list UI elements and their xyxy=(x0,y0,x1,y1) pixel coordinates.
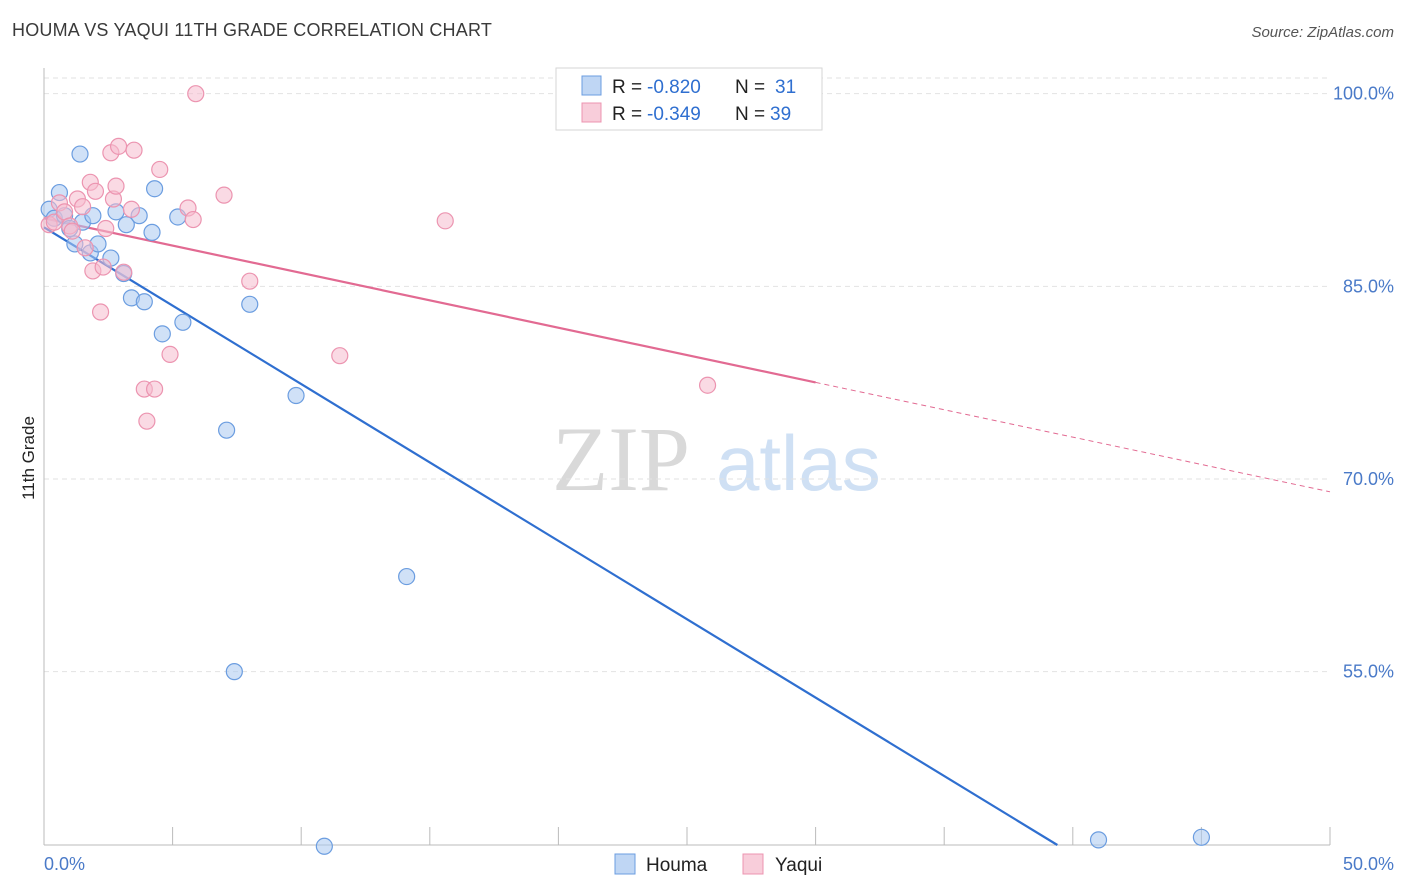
trend-lines xyxy=(43,217,1331,846)
yaqui-r-value: -0.349 xyxy=(647,104,701,125)
houma-point-28 xyxy=(398,567,416,586)
houma-n-label: N = xyxy=(735,77,765,98)
yaqui-point-12 xyxy=(91,303,110,321)
yaqui-point-29 xyxy=(187,85,205,103)
houma-point-6 xyxy=(71,145,89,163)
yaqui-point-25 xyxy=(151,160,169,179)
yaqui-trend-line-dashed xyxy=(815,381,1331,493)
houma-r-value: -0.820 xyxy=(647,77,701,98)
yaqui-point-14 xyxy=(97,219,115,238)
yaqui-point-17 xyxy=(107,177,125,195)
yaqui-point-24 xyxy=(145,380,164,398)
houma-point-30 xyxy=(1192,828,1211,846)
yaqui-point-7 xyxy=(73,198,92,216)
yaqui-n-value: 39 xyxy=(770,104,791,125)
legend-houma-swatch xyxy=(614,853,636,875)
yaqui-point-33 xyxy=(436,212,454,230)
series-legend: Houma Yaqui xyxy=(614,853,822,876)
chart-title: HOUMA VS YAQUI 11TH GRADE CORRELATION CH… xyxy=(12,20,493,40)
data-points xyxy=(40,85,1211,855)
yaqui-point-30 xyxy=(215,186,233,204)
yaqui-point-26 xyxy=(161,345,179,363)
watermark-zip: ZIP xyxy=(552,408,690,510)
legend-yaqui-label: Yaqui xyxy=(775,855,822,876)
x-tick-label-max: 50.0% xyxy=(1343,854,1394,874)
houma-point-22 xyxy=(174,313,192,331)
houma-swatch xyxy=(581,75,602,96)
yaqui-point-34 xyxy=(698,376,717,394)
houma-trend-line xyxy=(43,226,1058,846)
houma-point-18 xyxy=(143,223,161,241)
yaqui-point-5 xyxy=(63,222,81,240)
watermark-atlas: atlas xyxy=(716,419,881,507)
axes xyxy=(43,68,1331,846)
x-tick-label-min: 0.0% xyxy=(44,854,85,874)
yaqui-n-label: N = xyxy=(735,104,765,125)
houma-point-23 xyxy=(218,421,236,439)
yaqui-point-28 xyxy=(184,210,202,229)
yaqui-point-8 xyxy=(76,239,94,257)
houma-r-label: R = xyxy=(612,77,642,98)
houma-point-27 xyxy=(315,837,333,855)
y-tick-label-85: 85.0% xyxy=(1343,276,1394,296)
houma-point-17 xyxy=(135,293,153,311)
houma-point-24 xyxy=(225,663,243,681)
yaqui-trend-line xyxy=(43,217,816,384)
y-tick-label-70: 70.0% xyxy=(1343,469,1394,489)
yaqui-point-21 xyxy=(125,141,143,159)
y-tick-label-55: 55.0% xyxy=(1343,662,1394,682)
yaqui-point-13 xyxy=(94,258,112,276)
yaqui-point-18 xyxy=(109,137,128,155)
houma-point-19 xyxy=(145,180,164,198)
yaqui-point-32 xyxy=(331,347,349,365)
legend-houma-label: Houma xyxy=(646,855,708,876)
yaqui-point-23 xyxy=(138,412,156,430)
yaqui-point-31 xyxy=(241,272,259,290)
yaqui-point-19 xyxy=(115,263,133,281)
legend-yaqui-swatch xyxy=(742,853,764,875)
yaqui-point-11 xyxy=(86,182,105,200)
stats-legend: R = -0.820 N = 31 R = -0.349 N = 39 xyxy=(555,67,823,131)
yaqui-point-20 xyxy=(122,200,141,218)
houma-n-value: 31 xyxy=(775,77,796,98)
houma-point-26 xyxy=(287,386,305,405)
houma-point-14 xyxy=(117,216,135,234)
yaqui-r-label: R = xyxy=(612,104,642,125)
gridlines xyxy=(44,77,1330,673)
houma-point-25 xyxy=(241,295,259,313)
y-tick-label-100: 100.0% xyxy=(1333,84,1394,104)
houma-point-29 xyxy=(1089,831,1108,849)
yaqui-swatch xyxy=(581,102,602,123)
y-axis-label: 11th Grade xyxy=(19,416,38,500)
source-label: Source: ZipAtlas.com xyxy=(1251,24,1394,41)
houma-point-20 xyxy=(153,325,171,343)
